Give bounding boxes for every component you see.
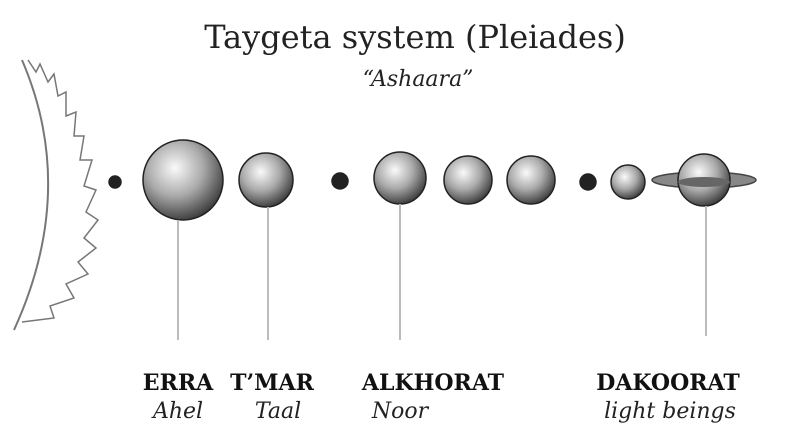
- subtitle: “Ashaara”: [363, 67, 474, 92]
- planet-alias: Noor: [371, 399, 430, 424]
- planet-alias: light beings: [604, 399, 736, 424]
- planet-name: DAKOORAT: [596, 370, 740, 396]
- planet-alias: Taal: [255, 399, 301, 424]
- planet-alias: Ahel: [151, 399, 203, 424]
- planets: [108, 139, 757, 221]
- planet-name: ALKHORAT: [361, 370, 505, 396]
- sun: [13, 59, 100, 331]
- title: Taygeta system (Pleiades): [204, 18, 626, 56]
- planet-name: T’MAR: [230, 370, 314, 396]
- planet-name: ERRA: [143, 370, 214, 396]
